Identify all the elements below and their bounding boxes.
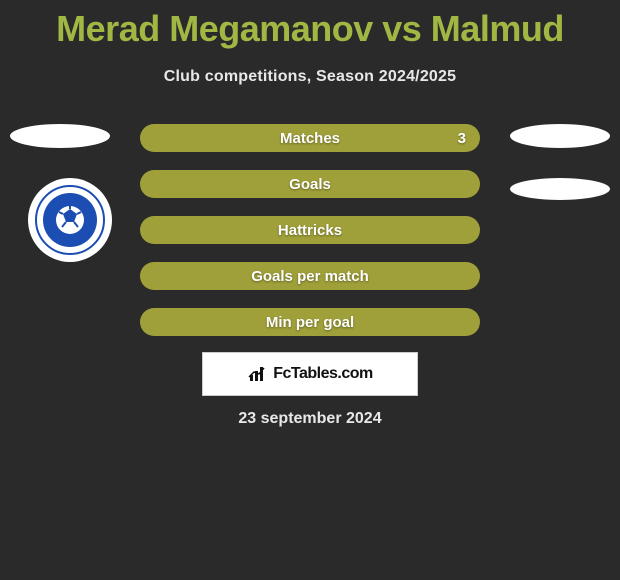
stat-bar-hattricks: Hattricks bbox=[140, 216, 480, 244]
stat-label: Goals bbox=[289, 176, 331, 193]
stat-bar-min-per-goal: Min per goal bbox=[140, 308, 480, 336]
subtitle: Club competitions, Season 2024/2025 bbox=[0, 68, 620, 86]
stat-bars: Matches 3 Goals Hattricks Goals per matc… bbox=[140, 124, 480, 354]
stat-label: Goals per match bbox=[251, 268, 369, 285]
stat-label: Min per goal bbox=[266, 314, 354, 331]
stat-bar-goals: Goals bbox=[140, 170, 480, 198]
brand-attribution[interactable]: FcTables.com bbox=[202, 352, 418, 396]
bar-chart-icon bbox=[247, 365, 269, 383]
stat-bar-matches: Matches 3 bbox=[140, 124, 480, 152]
stat-bar-goals-per-match: Goals per match bbox=[140, 262, 480, 290]
date-label: 23 september 2024 bbox=[0, 410, 620, 428]
brand-label: FcTables.com bbox=[273, 365, 373, 383]
page-title: Merad Megamanov vs Malmud bbox=[0, 0, 620, 50]
club-badge-left bbox=[28, 178, 112, 262]
stat-label: Hattricks bbox=[278, 222, 342, 239]
player-avatar-right-placeholder bbox=[510, 124, 610, 148]
club-crest-icon bbox=[35, 185, 105, 255]
stat-label: Matches bbox=[280, 130, 340, 147]
stat-value: 3 bbox=[458, 130, 466, 147]
club-badge-right-placeholder bbox=[510, 178, 610, 200]
player-avatar-left-placeholder bbox=[10, 124, 110, 148]
